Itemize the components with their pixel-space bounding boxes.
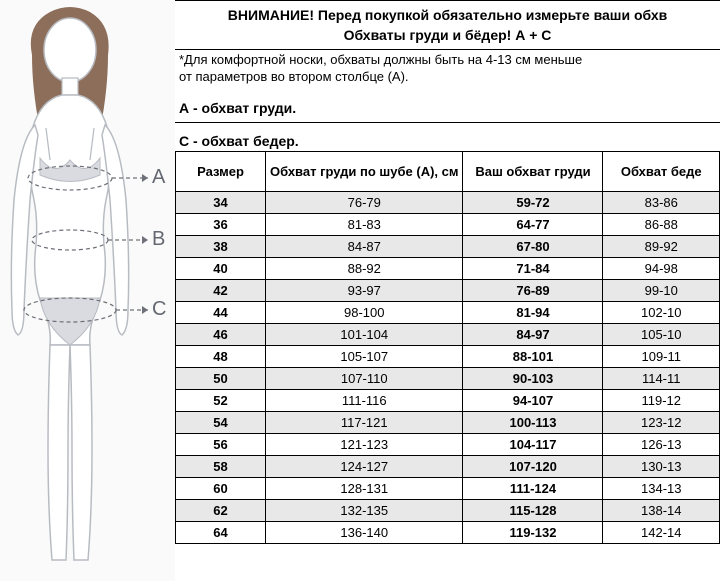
table-row: 3681-8364-7786-88 xyxy=(176,214,720,236)
table-cell: 128-131 xyxy=(266,478,463,500)
table-row: 52111-11694-107119-12 xyxy=(176,390,720,412)
table-row: 58124-127107-120130-13 xyxy=(176,456,720,478)
table-cell: 121-123 xyxy=(266,434,463,456)
table-cell: 98-100 xyxy=(266,302,463,324)
table-cell: 58 xyxy=(176,456,266,478)
table-cell: 111-124 xyxy=(463,478,603,500)
col-your-bust: Ваш обхват груди xyxy=(463,152,603,192)
table-cell: 102-10 xyxy=(603,302,720,324)
table-cell: 107-110 xyxy=(266,368,463,390)
table-cell: 100-113 xyxy=(463,412,603,434)
table-cell: 76-79 xyxy=(266,192,463,214)
table-cell: 90-103 xyxy=(463,368,603,390)
body-figure xyxy=(0,0,175,581)
label-b: B xyxy=(152,228,165,251)
table-cell: 40 xyxy=(176,258,266,280)
table-cell: 56 xyxy=(176,434,266,456)
size-table: Размер Обхват груди по шубе (А), см Ваш … xyxy=(175,151,720,544)
table-cell: 84-87 xyxy=(266,236,463,258)
table-cell: 59-72 xyxy=(463,192,603,214)
table-cell: 76-89 xyxy=(463,280,603,302)
table-cell: 130-13 xyxy=(603,456,720,478)
table-cell: 119-132 xyxy=(463,522,603,544)
table-cell: 105-107 xyxy=(266,346,463,368)
table-row: 64136-140119-132142-14 xyxy=(176,522,720,544)
figure-panel: A B C xyxy=(0,0,175,581)
table-cell: 138-14 xyxy=(603,500,720,522)
table-cell: 34 xyxy=(176,192,266,214)
content-panel: ВНИМАНИЕ! Перед покупкой обязательно изм… xyxy=(175,0,720,581)
table-cell: 67-80 xyxy=(463,236,603,258)
table-cell: 99-10 xyxy=(603,280,720,302)
label-c: C xyxy=(152,298,166,321)
table-row: 56121-123104-117126-13 xyxy=(176,434,720,456)
table-cell: 123-12 xyxy=(603,412,720,434)
table-cell: 38 xyxy=(176,236,266,258)
table-cell: 46 xyxy=(176,324,266,346)
table-cell: 52 xyxy=(176,390,266,412)
table-cell: 64-77 xyxy=(463,214,603,236)
table-cell: 84-97 xyxy=(463,324,603,346)
table-cell: 119-12 xyxy=(603,390,720,412)
table-row: 4293-9776-8999-10 xyxy=(176,280,720,302)
table-cell: 64 xyxy=(176,522,266,544)
table-cell: 111-116 xyxy=(266,390,463,412)
table-cell: 94-98 xyxy=(603,258,720,280)
table-cell: 105-10 xyxy=(603,324,720,346)
col-size: Размер xyxy=(176,152,266,192)
table-row: 48105-10788-101109-11 xyxy=(176,346,720,368)
table-cell: 134-13 xyxy=(603,478,720,500)
table-cell: 83-86 xyxy=(603,192,720,214)
table-cell: 89-92 xyxy=(603,236,720,258)
table-cell: 132-135 xyxy=(266,500,463,522)
heading-sub: Обхваты груди и бёдер! А + С xyxy=(175,25,720,50)
note-2: от параметров во втором столбце (А). xyxy=(175,67,720,90)
table-cell: 104-117 xyxy=(463,434,603,456)
label-a: A xyxy=(152,166,165,189)
section-a-label: А - обхват груди. xyxy=(175,90,720,123)
table-cell: 94-107 xyxy=(463,390,603,412)
table-cell: 142-14 xyxy=(603,522,720,544)
table-cell: 62 xyxy=(176,500,266,522)
table-row: 4088-9271-8494-98 xyxy=(176,258,720,280)
table-header-row: Размер Обхват груди по шубе (А), см Ваш … xyxy=(176,152,720,192)
note-1: *Для комфортной носки, обхваты должны бы… xyxy=(175,50,720,67)
table-cell: 88-101 xyxy=(463,346,603,368)
table-row: 4498-10081-94102-10 xyxy=(176,302,720,324)
table-cell: 44 xyxy=(176,302,266,324)
table-cell: 48 xyxy=(176,346,266,368)
table-cell: 107-120 xyxy=(463,456,603,478)
table-cell: 136-140 xyxy=(266,522,463,544)
table-cell: 42 xyxy=(176,280,266,302)
table-cell: 88-92 xyxy=(266,258,463,280)
table-cell: 86-88 xyxy=(603,214,720,236)
table-cell: 81-94 xyxy=(463,302,603,324)
table-cell: 81-83 xyxy=(266,214,463,236)
table-cell: 117-121 xyxy=(266,412,463,434)
table-cell: 36 xyxy=(176,214,266,236)
table-row: 3884-8767-8089-92 xyxy=(176,236,720,258)
table-row: 54117-121100-113123-12 xyxy=(176,412,720,434)
table-cell: 126-13 xyxy=(603,434,720,456)
table-row: 62132-135115-128138-14 xyxy=(176,500,720,522)
table-row: 50107-11090-103114-11 xyxy=(176,368,720,390)
col-hips: Обхват беде xyxy=(603,152,720,192)
table-row: 46101-10484-97105-10 xyxy=(176,324,720,346)
table-cell: 101-104 xyxy=(266,324,463,346)
table-row: 3476-7959-7283-86 xyxy=(176,192,720,214)
table-cell: 60 xyxy=(176,478,266,500)
table-cell: 109-11 xyxy=(603,346,720,368)
table-cell: 50 xyxy=(176,368,266,390)
col-bust-coat: Обхват груди по шубе (А), см xyxy=(266,152,463,192)
table-cell: 115-128 xyxy=(463,500,603,522)
table-cell: 54 xyxy=(176,412,266,434)
table-cell: 114-11 xyxy=(603,368,720,390)
table-cell: 93-97 xyxy=(266,280,463,302)
table-cell: 124-127 xyxy=(266,456,463,478)
table-cell: 71-84 xyxy=(463,258,603,280)
heading-warning: ВНИМАНИЕ! Перед покупкой обязательно изм… xyxy=(175,0,720,25)
table-row: 60128-131111-124134-13 xyxy=(176,478,720,500)
section-c-label: С - обхват бедер. xyxy=(175,123,720,151)
